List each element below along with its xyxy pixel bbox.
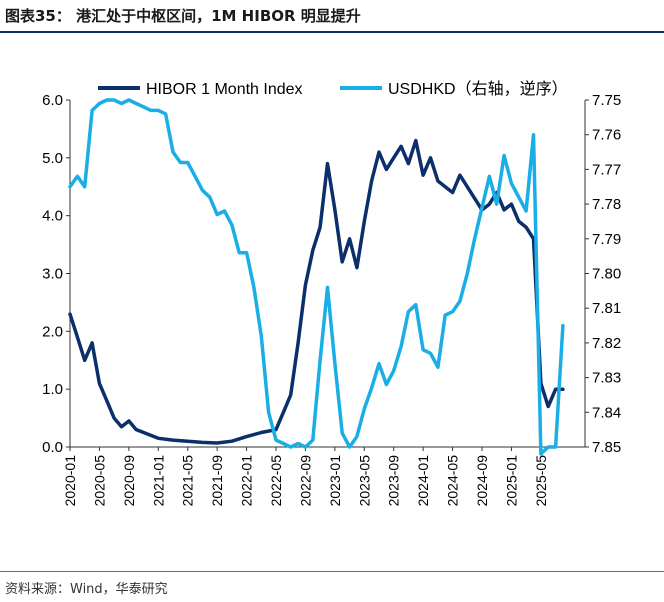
- right-tick-label: 7.76: [592, 127, 621, 144]
- x-tick-label: 2021-01: [150, 455, 166, 507]
- right-tick-label: 7.85: [592, 439, 621, 456]
- usdhkd-line: [68, 98, 565, 456]
- right-tick-label: 7.83: [592, 370, 621, 387]
- x-tick-label: 2021-05: [180, 455, 196, 507]
- left-tick-label: 4.0: [42, 208, 63, 225]
- figure-title-bar: 图表35： 港汇处于中枢区间，1M HIBOR 明显提升: [0, 0, 664, 30]
- legend-label: USDHKD（右轴，逆序）: [388, 80, 568, 98]
- left-tick-label: 1.0: [42, 381, 63, 398]
- source-rule: [0, 571, 664, 572]
- x-tick-label: 2020-01: [62, 455, 78, 507]
- right-tick-label: 7.81: [592, 300, 621, 317]
- x-tick-label: 2022-01: [239, 455, 255, 507]
- x-tick-label: 2024-09: [474, 455, 490, 507]
- x-tick-label: 2025-05: [533, 455, 549, 507]
- source-note: 资料来源：Wind，华泰研究: [5, 582, 168, 597]
- x-tick-label: 2025-01: [503, 455, 519, 507]
- right-tick-label: 7.79: [592, 231, 621, 248]
- x-tick-label: 2021-09: [209, 455, 225, 507]
- right-tick-label: 7.80: [592, 266, 621, 283]
- x-tick-label: 2024-05: [445, 455, 461, 507]
- hibor-line: [68, 138, 565, 445]
- right-tick-label: 7.77: [592, 161, 621, 178]
- title-rule: [0, 31, 664, 33]
- x-tick-label: 2023-01: [327, 455, 343, 507]
- x-tick-label: 2022-05: [268, 455, 284, 507]
- right-tick-label: 7.75: [592, 92, 621, 109]
- left-tick-label: 3.0: [42, 266, 63, 283]
- x-tick-label: 2023-05: [356, 455, 372, 507]
- left-tick-label: 2.0: [42, 323, 63, 340]
- right-tick-label: 7.78: [592, 196, 621, 213]
- x-tick-label: 2023-09: [386, 455, 402, 507]
- right-tick-label: 7.82: [592, 335, 621, 352]
- x-tick-label: 2022-09: [297, 455, 313, 507]
- left-tick-label: 6.0: [42, 92, 63, 109]
- figure-title: 图表35： 港汇处于中枢区间，1M HIBOR 明显提升: [5, 7, 361, 25]
- right-tick-label: 7.84: [592, 404, 621, 421]
- chart: 0.0 1.0 2.0 3.0 4.0 5.0 6.0 7.75 7.76 7.77 7.78 7.7…: [42, 80, 621, 507]
- left-tick-label: 5.0: [42, 150, 63, 167]
- left-tick-label: 0.0: [42, 439, 63, 456]
- legend-label: HIBOR 1 Month Index: [146, 81, 303, 98]
- x-tick-label: 2024-01: [415, 455, 431, 507]
- x-tick-label: 2020-05: [91, 455, 107, 507]
- x-tick-label: 2020-09: [121, 455, 137, 507]
